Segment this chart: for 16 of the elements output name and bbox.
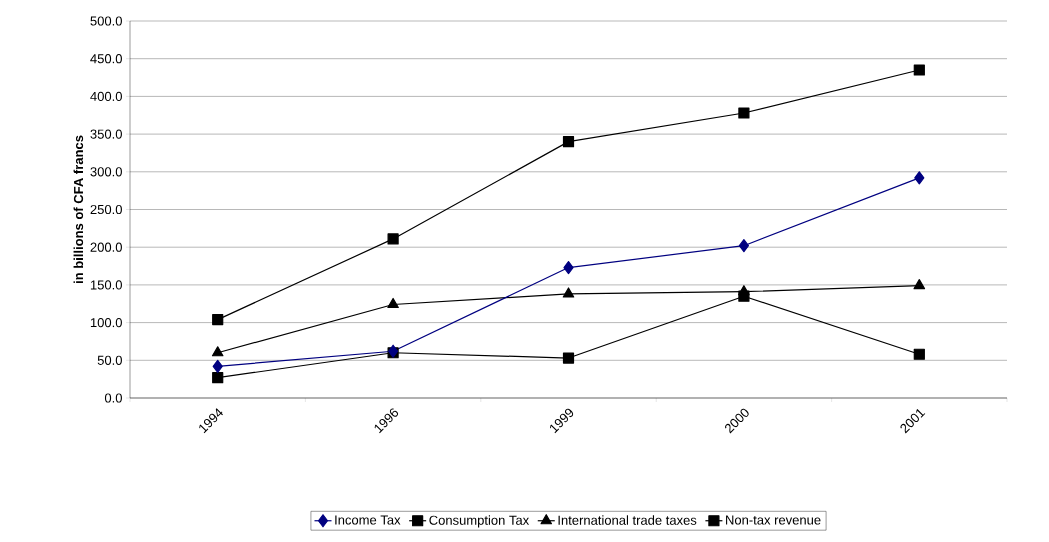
y-tick-label: 250.0 — [90, 204, 122, 215]
legend-label: Income Tax — [335, 515, 401, 525]
y-tick-label: 500.0 — [90, 16, 122, 26]
y-tick-label: 200.0 — [90, 242, 122, 252]
y-tick-label: 50.0 — [97, 355, 122, 365]
legend-label: Non-tax revenue — [726, 515, 821, 525]
y-tick-label: 350.0 — [90, 129, 122, 139]
y-tick-label: 400.0 — [90, 91, 122, 101]
y-tick-label: 100.0 — [90, 318, 122, 328]
y-axis-title: in billions of CFA francs — [73, 135, 84, 283]
y-tick-label: 300.0 — [90, 167, 122, 177]
y-tick-label: 150.0 — [90, 280, 122, 290]
y-tick-label: 0.0 — [104, 393, 122, 403]
legend-label: Consumption Tax — [429, 515, 530, 528]
legend-label: International trade taxes — [558, 515, 697, 525]
y-tick-label: 450.0 — [90, 54, 122, 64]
